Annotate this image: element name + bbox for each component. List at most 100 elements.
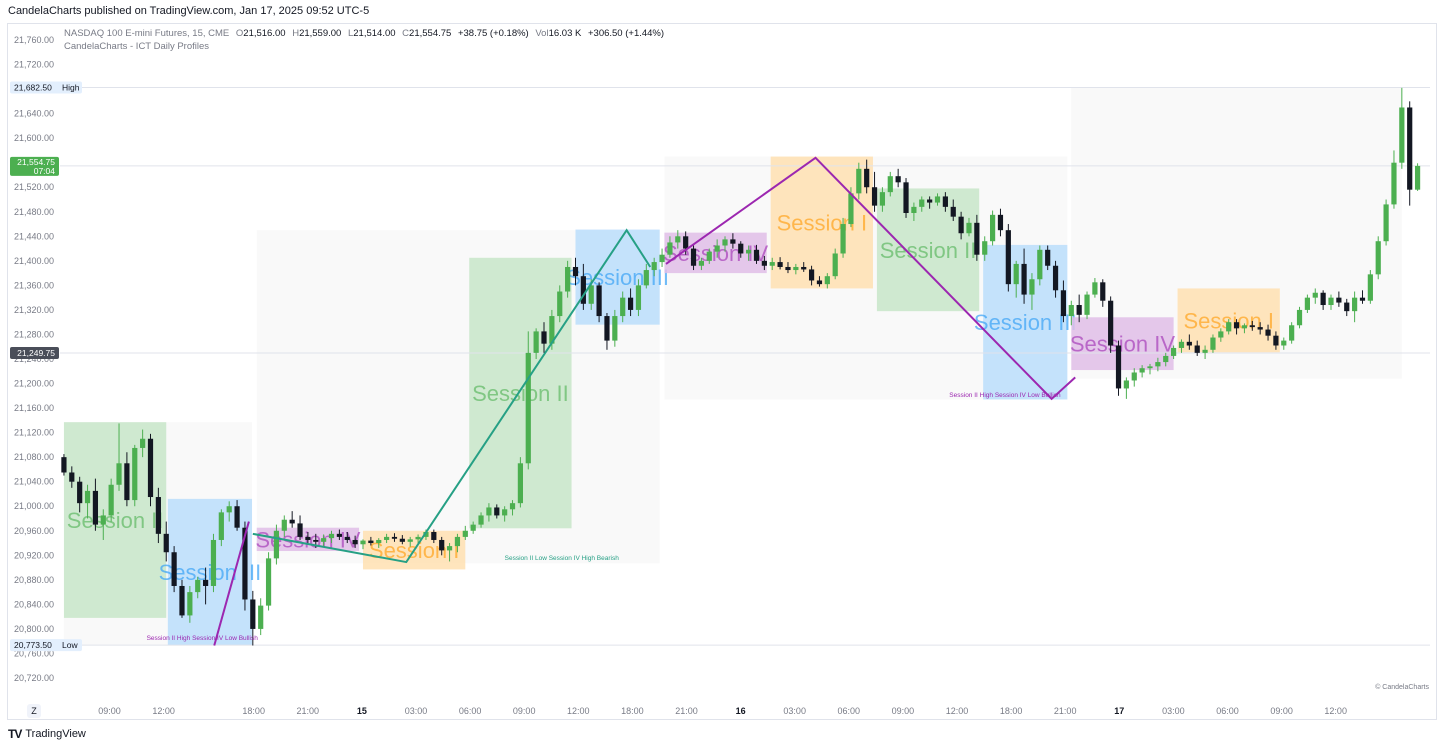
candle-6 xyxy=(108,478,114,522)
last-price-tag xyxy=(10,156,59,176)
legend-high-label: H xyxy=(292,28,300,39)
y-tick-22: 20,880.00 xyxy=(14,575,54,585)
x-tick-1: 12:00 xyxy=(152,706,175,716)
candle-body xyxy=(289,519,295,524)
candle-165 xyxy=(1359,290,1366,304)
candle-158 xyxy=(1304,294,1310,313)
zoom-reset-button[interactable]: Z xyxy=(27,704,41,718)
candle-160 xyxy=(1320,290,1326,310)
candle-61 xyxy=(541,322,547,353)
candle-body xyxy=(273,530,280,559)
candle-71 xyxy=(620,291,626,323)
tradingview-brand[interactable]: TV TradingView xyxy=(8,727,86,741)
candle-body xyxy=(360,540,366,545)
candle-body xyxy=(777,262,783,267)
profile-label-0: Session II High Session IV Low Bullish xyxy=(147,635,259,642)
candle-body xyxy=(1013,263,1019,285)
day-ranges xyxy=(63,87,1402,646)
candle-body xyxy=(785,266,791,271)
legend-open-label: O xyxy=(235,28,244,39)
candle-body xyxy=(1115,345,1122,389)
candle-body xyxy=(1155,362,1161,367)
candle-98 xyxy=(832,248,838,280)
candle-18 xyxy=(202,567,209,605)
candle-body xyxy=(1328,297,1334,306)
candle-body xyxy=(210,539,217,586)
candle-152 xyxy=(1257,322,1263,335)
candle-body xyxy=(352,539,358,545)
legend-volume: 16.03 K xyxy=(548,28,582,39)
candle-body xyxy=(761,260,767,266)
candle-body xyxy=(1367,274,1373,301)
candle-91 xyxy=(777,257,783,270)
x-tick-3: 21:00 xyxy=(297,706,320,716)
x-tick-0: 09:00 xyxy=(98,706,121,716)
candle-99 xyxy=(840,217,846,258)
candle-2 xyxy=(77,476,83,513)
candle-body xyxy=(1029,279,1035,295)
candle-body xyxy=(108,484,114,516)
x-tick-9: 18:00 xyxy=(621,706,644,716)
candle-body xyxy=(927,199,933,203)
candle-137 xyxy=(1139,365,1145,378)
candle-111 xyxy=(934,193,941,206)
candle-49 xyxy=(446,543,453,562)
tradingview-logo-icon: TV xyxy=(8,727,22,741)
candle-93 xyxy=(793,263,799,275)
candle-92 xyxy=(785,262,791,274)
candle-body xyxy=(769,262,775,266)
candle-body xyxy=(974,222,980,255)
chart-frame[interactable] xyxy=(7,23,1437,720)
indicator-name[interactable]: CandelaCharts - ICT Daily Profiles xyxy=(64,41,210,52)
candle-120 xyxy=(1005,224,1011,292)
candle-body xyxy=(1218,331,1224,338)
candle-body xyxy=(1060,290,1067,317)
candle-body xyxy=(1296,309,1303,326)
candle-127 xyxy=(1060,280,1067,323)
candle-body xyxy=(202,579,209,586)
candle-body xyxy=(1383,204,1389,242)
y-tick-14: 21,200.00 xyxy=(14,379,54,389)
candle-30 xyxy=(297,515,303,540)
last-price-countdown: 07:04 xyxy=(34,166,56,176)
candle-body xyxy=(958,216,964,234)
candle-body xyxy=(486,507,492,516)
candle-body xyxy=(793,266,799,271)
candle-body xyxy=(1005,230,1011,285)
candle-51 xyxy=(462,525,468,540)
price-level-lines xyxy=(60,87,1430,646)
candle-89 xyxy=(761,255,767,271)
candle-body xyxy=(557,291,563,317)
candle-166 xyxy=(1367,270,1373,304)
candle-86 xyxy=(738,241,744,258)
x-tick-13: 06:00 xyxy=(838,706,861,716)
level-tag-name-0: High xyxy=(62,83,80,93)
candle-147 xyxy=(1218,328,1224,342)
y-tick-15: 21,160.00 xyxy=(14,403,54,413)
candle-3 xyxy=(84,484,91,519)
candle-85 xyxy=(730,233,736,249)
candle-144 xyxy=(1194,340,1200,356)
candle-body xyxy=(1391,162,1397,205)
profile-labels: Session II High Session IV Low Bullish Se… xyxy=(147,392,1061,642)
candle-body xyxy=(675,236,681,243)
candle-body xyxy=(840,224,846,254)
candle-body xyxy=(336,533,342,537)
y-tick-3: 21,640.00 xyxy=(14,109,54,119)
candle-13 xyxy=(163,521,169,562)
candle-131 xyxy=(1092,278,1098,298)
level-tag-name-1: Low xyxy=(62,640,78,650)
candle-134 xyxy=(1115,340,1122,396)
candle-43 xyxy=(399,535,405,545)
candle-87 xyxy=(746,245,752,261)
level-tag-value-0: 21,682.50 xyxy=(14,83,52,93)
candle-body xyxy=(722,239,728,246)
candle-64 xyxy=(565,260,571,298)
candle-37 xyxy=(352,535,358,548)
y-tick-6: 21,520.00 xyxy=(14,182,54,192)
candle-body xyxy=(1084,294,1090,315)
candle-body xyxy=(1092,282,1098,295)
candle-body xyxy=(1233,322,1240,329)
candle-body xyxy=(942,196,948,207)
